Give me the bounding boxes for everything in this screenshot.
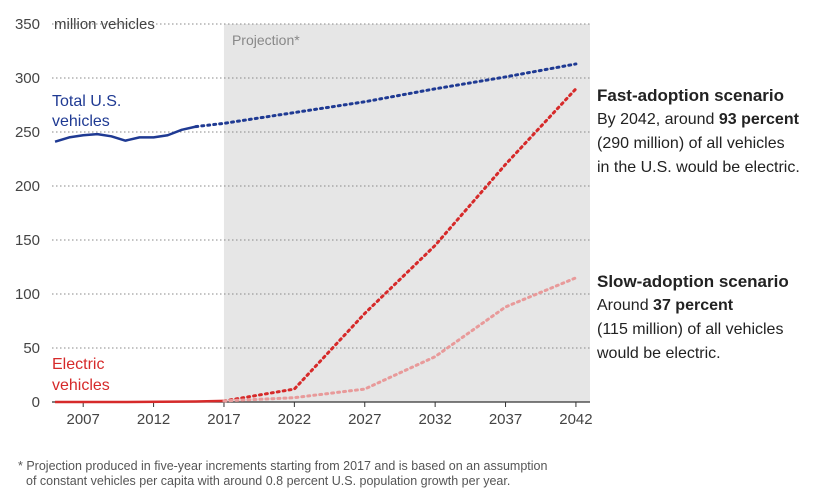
- y-tick-label: 300: [15, 70, 40, 87]
- slow-adoption-text-pre: Around: [597, 297, 654, 314]
- x-tick-label: 2022: [278, 411, 311, 428]
- x-tick-label: 2037: [489, 411, 522, 428]
- projection-region: [223, 24, 590, 402]
- y-tick-label: 150: [15, 232, 40, 249]
- series-line: [194, 62, 578, 129]
- fast-adoption-text-line2: (290 million) of all vehicles: [597, 135, 785, 152]
- footnote-line2: of constant vehicles per capita with aro…: [26, 474, 511, 488]
- series-line: [222, 87, 578, 403]
- slow-adoption-text-line2: (115 million) of all vehicles: [597, 321, 784, 338]
- slow-adoption-text-line3: would be electric.: [597, 345, 721, 362]
- fast-adoption-percent: 93 percent: [718, 111, 799, 128]
- x-tick-label: 2027: [348, 411, 381, 428]
- fast-adoption-text-line3: in the U.S. would be electric.: [597, 159, 800, 176]
- x-axis-ticks: 2007 2012 2017 2022 2027 2032 2037 2042: [67, 402, 593, 428]
- footnote: * Projection produced in five-year incre…: [18, 459, 798, 489]
- y-tick-label: 350: [15, 16, 40, 33]
- electric-vehicles-label-line2: vehicles: [52, 377, 110, 394]
- x-tick-label: 2042: [559, 411, 592, 428]
- electric-vehicles-label-line1: Electric: [52, 356, 104, 373]
- x-tick-label: 2012: [137, 411, 170, 428]
- series-lines: [54, 62, 578, 404]
- x-tick-label: 2032: [418, 411, 451, 428]
- series-line: [54, 125, 197, 143]
- footnote-line1: * Projection produced in five-year incre…: [18, 459, 548, 473]
- y-tick-label: 250: [15, 124, 40, 141]
- slow-adoption-annotation: Slow-adoption scenario Around 37 percent…: [597, 270, 789, 366]
- fast-adoption-title: Fast-adoption scenario: [597, 86, 785, 105]
- fast-adoption-annotation: Fast-adoption scenario By 2042, around 9…: [597, 84, 800, 180]
- y-tick-label: 100: [15, 286, 40, 303]
- gridlines: [52, 23, 590, 403]
- y-axis-ticks: 0 50 100 150 200 250 300 350: [15, 16, 40, 411]
- fast-adoption-text-pre: By 2042, around: [597, 111, 719, 128]
- y-tick-label: 50: [23, 340, 40, 357]
- projection-label: Projection*: [232, 32, 300, 48]
- total-vehicles-label-line1: Total U.S.: [52, 93, 121, 110]
- y-tick-label: 200: [15, 178, 40, 195]
- y-axis-unit-label: million vehicles: [54, 16, 155, 33]
- slow-adoption-percent: 37 percent: [653, 297, 734, 314]
- y-tick-label: 0: [32, 394, 40, 411]
- series-line: [55, 399, 224, 404]
- x-tick-label: 2007: [67, 411, 100, 428]
- slow-adoption-title: Slow-adoption scenario: [597, 272, 789, 291]
- x-tick-label: 2017: [207, 411, 240, 428]
- total-vehicles-label-line2: vehicles: [52, 113, 110, 130]
- series-line: [222, 276, 578, 403]
